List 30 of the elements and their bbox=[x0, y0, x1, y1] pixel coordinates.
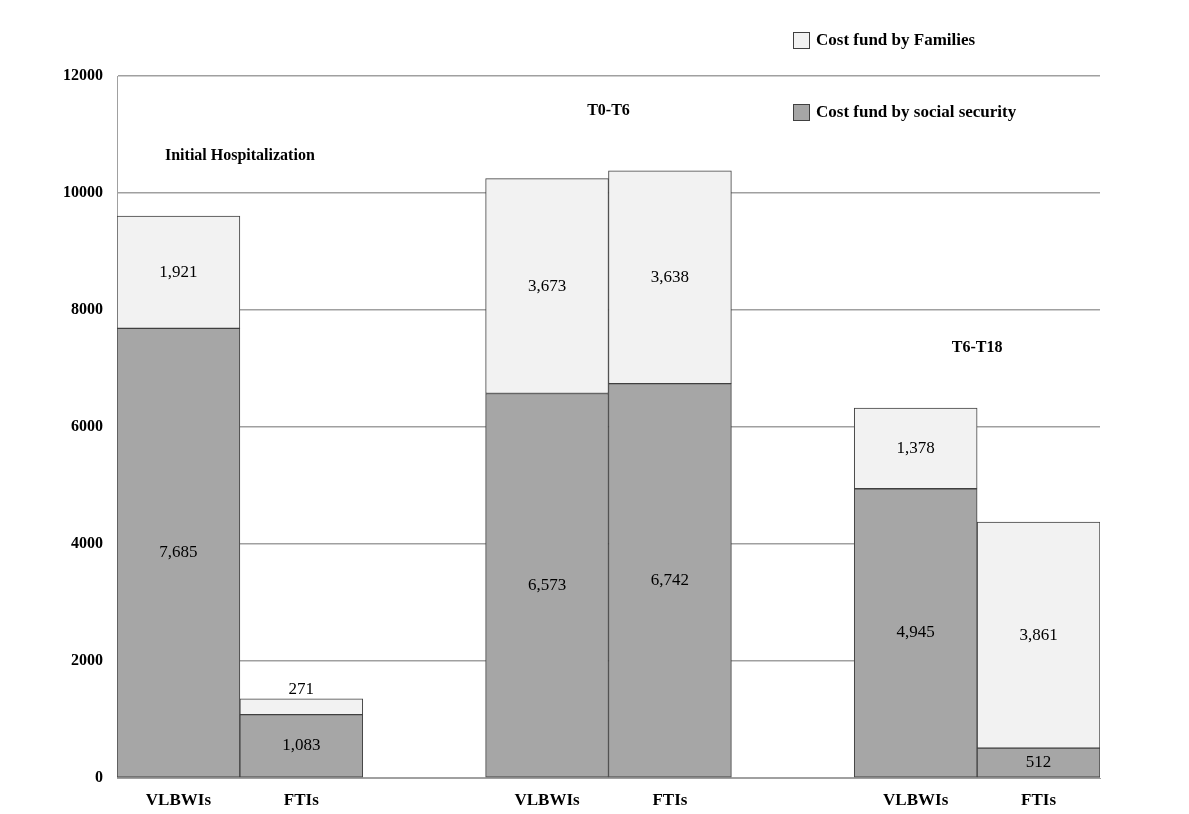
annotation: Initial Hospitalization bbox=[164, 146, 315, 165]
x-tick-label: VLBWIs bbox=[883, 789, 949, 809]
data-label: 6,742 bbox=[650, 569, 690, 589]
legend-label: Cost fund by Families bbox=[816, 30, 976, 50]
legend-label: Cost fund by social security bbox=[816, 102, 1017, 122]
y-tick-label: 10000 bbox=[63, 183, 103, 201]
x-tick-label: FTIs bbox=[283, 789, 320, 809]
data-label: 3,638 bbox=[650, 266, 690, 286]
data-label: 512 bbox=[1025, 752, 1052, 772]
y-tick-label: 2000 bbox=[71, 651, 103, 669]
annotation: T0-T6 bbox=[587, 100, 630, 118]
data-label: 1,083 bbox=[282, 735, 321, 755]
y-tick-label: 0 bbox=[95, 768, 103, 786]
data-label: 1,921 bbox=[159, 261, 198, 281]
y-tick-label: 6000 bbox=[71, 417, 103, 435]
data-label: 7,685 bbox=[159, 542, 198, 562]
y-tick-label: 12000 bbox=[63, 66, 103, 84]
data-label: 6,573 bbox=[527, 574, 567, 594]
x-tick-label: FTIs bbox=[1021, 789, 1057, 809]
data-label: 3,861 bbox=[1019, 624, 1058, 644]
data-label: 3,673 bbox=[527, 275, 567, 295]
data-label: 1,378 bbox=[896, 437, 935, 457]
x-tick-label: VLBWIs bbox=[145, 789, 212, 809]
data-label: 4,945 bbox=[896, 622, 935, 642]
x-tick-label: VLBWIs bbox=[514, 789, 581, 809]
data-label: 271 bbox=[288, 678, 315, 698]
annotation: T6-T18 bbox=[951, 338, 1003, 356]
x-tick-label: FTIs bbox=[652, 789, 688, 809]
y-tick-label: 4000 bbox=[71, 534, 103, 552]
y-tick-label: 8000 bbox=[71, 300, 103, 318]
